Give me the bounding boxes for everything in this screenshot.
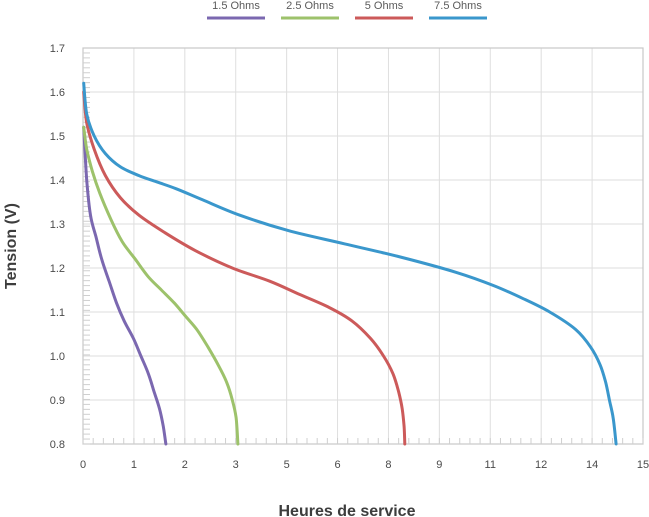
y-tick-label: 0.8	[50, 439, 65, 451]
x-tick-label: 5	[284, 459, 290, 471]
x-tick-label: 12	[535, 459, 547, 471]
y-tick-labels: 0.8 0.9 1.0 1.1 1.2 1.3 1.4 1.5 1.6 1.7	[50, 43, 65, 451]
x-tick-label: 6	[334, 459, 340, 471]
y-axis-title: Tension (V)	[3, 203, 20, 289]
y-tick-label: 1.3	[50, 219, 65, 231]
legend-label: 1.5 Ohms	[212, 0, 260, 12]
y-tick-label: 1.2	[50, 263, 65, 275]
legend-label: 7.5 Ohms	[434, 0, 482, 12]
grid	[83, 48, 643, 444]
series-line	[82, 125, 240, 446]
plot-frame	[82, 47, 644, 445]
series-line	[82, 90, 407, 446]
x-tick-label: 0	[80, 459, 86, 471]
legend-label: 5 Ohms	[365, 0, 404, 12]
legend: 1.5 Ohms 2.5 Ohms 5 Ohms 7.5 Ohms	[207, 0, 487, 20]
y-tick-label: 0.9	[50, 395, 65, 407]
x-tick-label: 9	[436, 459, 442, 471]
x-tick-label: 14	[586, 459, 598, 471]
x-tick-label: 3	[233, 459, 239, 471]
x-tick-label: 11	[485, 459, 496, 471]
x-tick-label: 8	[385, 459, 391, 471]
series-lines	[82, 81, 618, 446]
x-tick-labels: 0 1 2 3 5 6 8 9 11 12 14 15	[80, 459, 649, 471]
x-tick-label: 1	[131, 459, 137, 471]
x-axis-title: Heures de service	[279, 503, 416, 517]
series-line	[82, 125, 168, 446]
x-tick-label: 2	[182, 459, 188, 471]
y-tick-label: 1.6	[50, 87, 65, 99]
y-tick-label: 1.5	[50, 131, 65, 143]
legend-label: 2.5 Ohms	[286, 0, 334, 12]
y-tick-label: 1.1	[50, 307, 65, 319]
series-line	[82, 81, 618, 446]
x-tick-label: 15	[637, 459, 649, 471]
y-tick-label: 1.0	[50, 351, 65, 363]
y-tick-label: 1.7	[50, 43, 65, 55]
y-tick-label: 1.4	[50, 175, 65, 187]
